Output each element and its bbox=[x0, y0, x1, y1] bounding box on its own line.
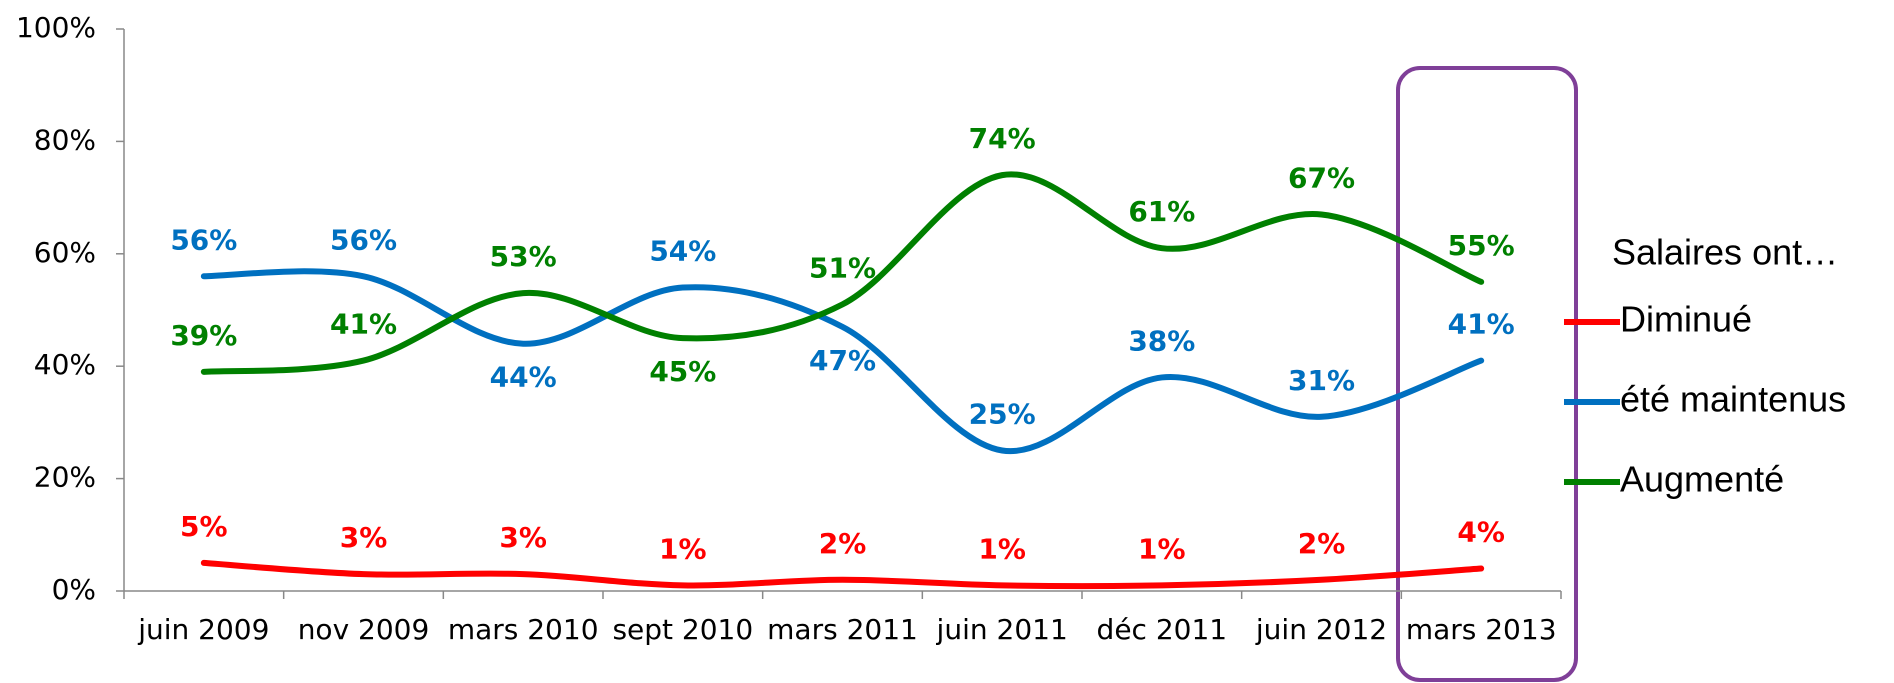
line-series bbox=[200, 268, 1485, 455]
x-tick-label: mars 2013 bbox=[1406, 613, 1557, 646]
data-label: 31% bbox=[1288, 364, 1355, 397]
x-tick-label: mars 2010 bbox=[448, 613, 599, 646]
data-label: 39% bbox=[170, 319, 237, 352]
x-tick-label: nov 2009 bbox=[298, 613, 430, 646]
y-tick-label: 0% bbox=[52, 573, 96, 606]
legend-label: Augmenté bbox=[1620, 459, 1784, 500]
data-label: 47% bbox=[809, 344, 876, 377]
x-tick-label: sept 2010 bbox=[612, 613, 753, 646]
data-label: 61% bbox=[1128, 195, 1195, 228]
y-tick-label: 100% bbox=[16, 11, 96, 44]
data-label: 67% bbox=[1288, 161, 1355, 194]
data-label: 51% bbox=[809, 251, 876, 284]
data-label: 1% bbox=[1138, 532, 1186, 565]
x-tick-label: juin 2009 bbox=[137, 613, 269, 646]
data-label: 3% bbox=[499, 521, 547, 554]
data-label: 56% bbox=[170, 223, 237, 256]
data-label: 38% bbox=[1128, 324, 1195, 357]
legend-title: Salaires ont… bbox=[1612, 232, 1838, 273]
data-label: 74% bbox=[969, 122, 1036, 155]
legend-label: Diminué bbox=[1620, 299, 1752, 340]
x-tick-label: juin 2011 bbox=[936, 613, 1068, 646]
data-label: 2% bbox=[819, 527, 867, 560]
y-tick-label: 80% bbox=[34, 123, 96, 156]
data-label: 44% bbox=[490, 361, 557, 394]
data-label: 5% bbox=[180, 510, 228, 543]
legend-label: été maintenus bbox=[1620, 379, 1846, 420]
y-tick-label: 60% bbox=[34, 236, 96, 269]
y-tick-label: 20% bbox=[34, 461, 96, 494]
line-series bbox=[200, 559, 1485, 590]
data-label: 25% bbox=[969, 398, 1036, 431]
data-label: 54% bbox=[649, 235, 716, 268]
x-tick-label: mars 2011 bbox=[767, 613, 918, 646]
data-label: 1% bbox=[659, 532, 707, 565]
data-label: 2% bbox=[1298, 527, 1346, 560]
data-label: 56% bbox=[330, 223, 397, 256]
data-label: 1% bbox=[978, 532, 1026, 565]
data-label: 53% bbox=[490, 240, 557, 273]
highlight-box bbox=[1396, 66, 1578, 682]
data-label: 41% bbox=[1448, 308, 1515, 341]
x-tick-label: juin 2012 bbox=[1255, 613, 1387, 646]
data-label: 4% bbox=[1457, 516, 1505, 549]
data-label: 55% bbox=[1448, 229, 1515, 262]
data-label: 45% bbox=[649, 355, 716, 388]
x-tick-label: déc 2011 bbox=[1097, 613, 1228, 646]
data-label: 41% bbox=[330, 308, 397, 341]
line-series bbox=[200, 171, 1485, 375]
data-label: 3% bbox=[340, 521, 388, 554]
y-tick-label: 40% bbox=[34, 348, 96, 381]
